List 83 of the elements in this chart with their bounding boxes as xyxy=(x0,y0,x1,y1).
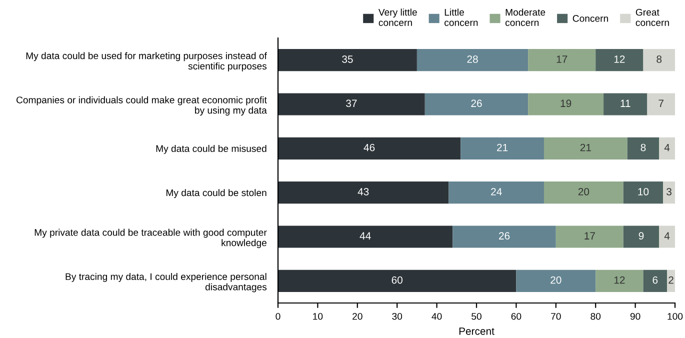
data-label: 4 xyxy=(664,144,670,152)
data-label: 46 xyxy=(364,144,375,152)
data-label: 37 xyxy=(346,100,357,108)
bar xyxy=(278,182,449,204)
bar xyxy=(544,182,624,204)
data-label: 44 xyxy=(360,232,371,240)
bar xyxy=(667,270,675,292)
data-label: 26 xyxy=(471,100,482,108)
x-tick-label: 20 xyxy=(352,312,362,320)
bar xyxy=(516,270,596,292)
data-label: 6 xyxy=(652,276,658,284)
data-label: 3 xyxy=(666,188,672,196)
bar xyxy=(528,93,604,116)
bar xyxy=(627,137,660,160)
data-label: 20 xyxy=(550,276,562,284)
data-label: 43 xyxy=(358,188,369,196)
bar xyxy=(424,93,528,116)
bar xyxy=(643,270,668,292)
data-label: 9 xyxy=(638,232,644,240)
bar xyxy=(416,49,528,72)
data-label: 7 xyxy=(658,100,664,107)
bar xyxy=(623,226,660,248)
bar xyxy=(623,182,664,204)
bar xyxy=(278,270,516,292)
data-label: 17 xyxy=(584,232,595,240)
data-label: 19 xyxy=(560,100,572,108)
bar xyxy=(663,182,675,204)
bar xyxy=(596,270,644,292)
data-label: 35 xyxy=(342,56,353,63)
x-tick-label: 10 xyxy=(313,312,323,320)
x-axis-title: Percent xyxy=(459,328,494,335)
x-tick-label: 50 xyxy=(472,312,482,320)
data-label: 4 xyxy=(664,232,670,240)
x-tick-label: 30 xyxy=(392,312,402,320)
data-label: 21 xyxy=(580,144,591,152)
data-label: 21 xyxy=(497,144,508,152)
data-label: 8 xyxy=(656,56,662,63)
x-tick-label: 40 xyxy=(432,312,442,320)
bar xyxy=(604,93,648,116)
y-tick-label: Companies or individuals could make great economic profit by using my data xyxy=(16,96,267,116)
data-label: 28 xyxy=(467,56,478,63)
legend-label: Little concern xyxy=(444,8,478,26)
bar xyxy=(643,49,675,72)
bar xyxy=(460,137,544,160)
bar xyxy=(448,182,544,204)
bar xyxy=(659,137,675,160)
y-tick-label: By tracing my data, I could experience personal disadvantages xyxy=(66,272,267,292)
data-label: 12 xyxy=(614,276,625,284)
data-label: 26 xyxy=(499,232,510,240)
x-tick-label: 70 xyxy=(551,312,561,320)
bar xyxy=(647,93,675,116)
x-tick-label: 100 xyxy=(668,312,683,320)
bar xyxy=(556,226,624,248)
bar xyxy=(528,49,596,72)
bar xyxy=(278,226,453,248)
data-label: 11 xyxy=(620,100,630,107)
data-label: 60 xyxy=(392,276,402,284)
data-label: 8 xyxy=(640,144,646,152)
data-label: 20 xyxy=(578,188,590,196)
bar xyxy=(278,93,425,116)
y-tick-label: My data could be misused xyxy=(156,144,266,154)
x-tick-label: 60 xyxy=(511,312,522,320)
y-tick-label: My private data could be traceable with good computer knowledge xyxy=(34,228,267,248)
bar xyxy=(544,137,628,160)
data-label: 24 xyxy=(491,188,502,196)
bar xyxy=(278,137,461,160)
data-label: 2 xyxy=(668,276,674,284)
legend-label: Great concern xyxy=(636,8,669,26)
x-tick-label: 80 xyxy=(590,312,601,320)
bar xyxy=(452,226,556,248)
data-label: 17 xyxy=(556,56,568,63)
y-tick-label: My data could be stolen xyxy=(166,189,266,198)
bar xyxy=(278,49,417,72)
x-tick-label: 0 xyxy=(276,312,280,320)
legend-label: Very little concern xyxy=(378,8,417,26)
bar xyxy=(659,226,675,248)
legend-label: Moderate concern xyxy=(505,8,546,26)
bar xyxy=(596,49,644,72)
legend-label: Concern xyxy=(572,15,608,22)
data-label: 12 xyxy=(614,56,625,63)
data-label: 10 xyxy=(638,188,649,196)
x-tick-label: 90 xyxy=(630,312,640,320)
y-tick-label: My data could be used for marketing purposes instead of scientific purposes xyxy=(26,52,267,72)
